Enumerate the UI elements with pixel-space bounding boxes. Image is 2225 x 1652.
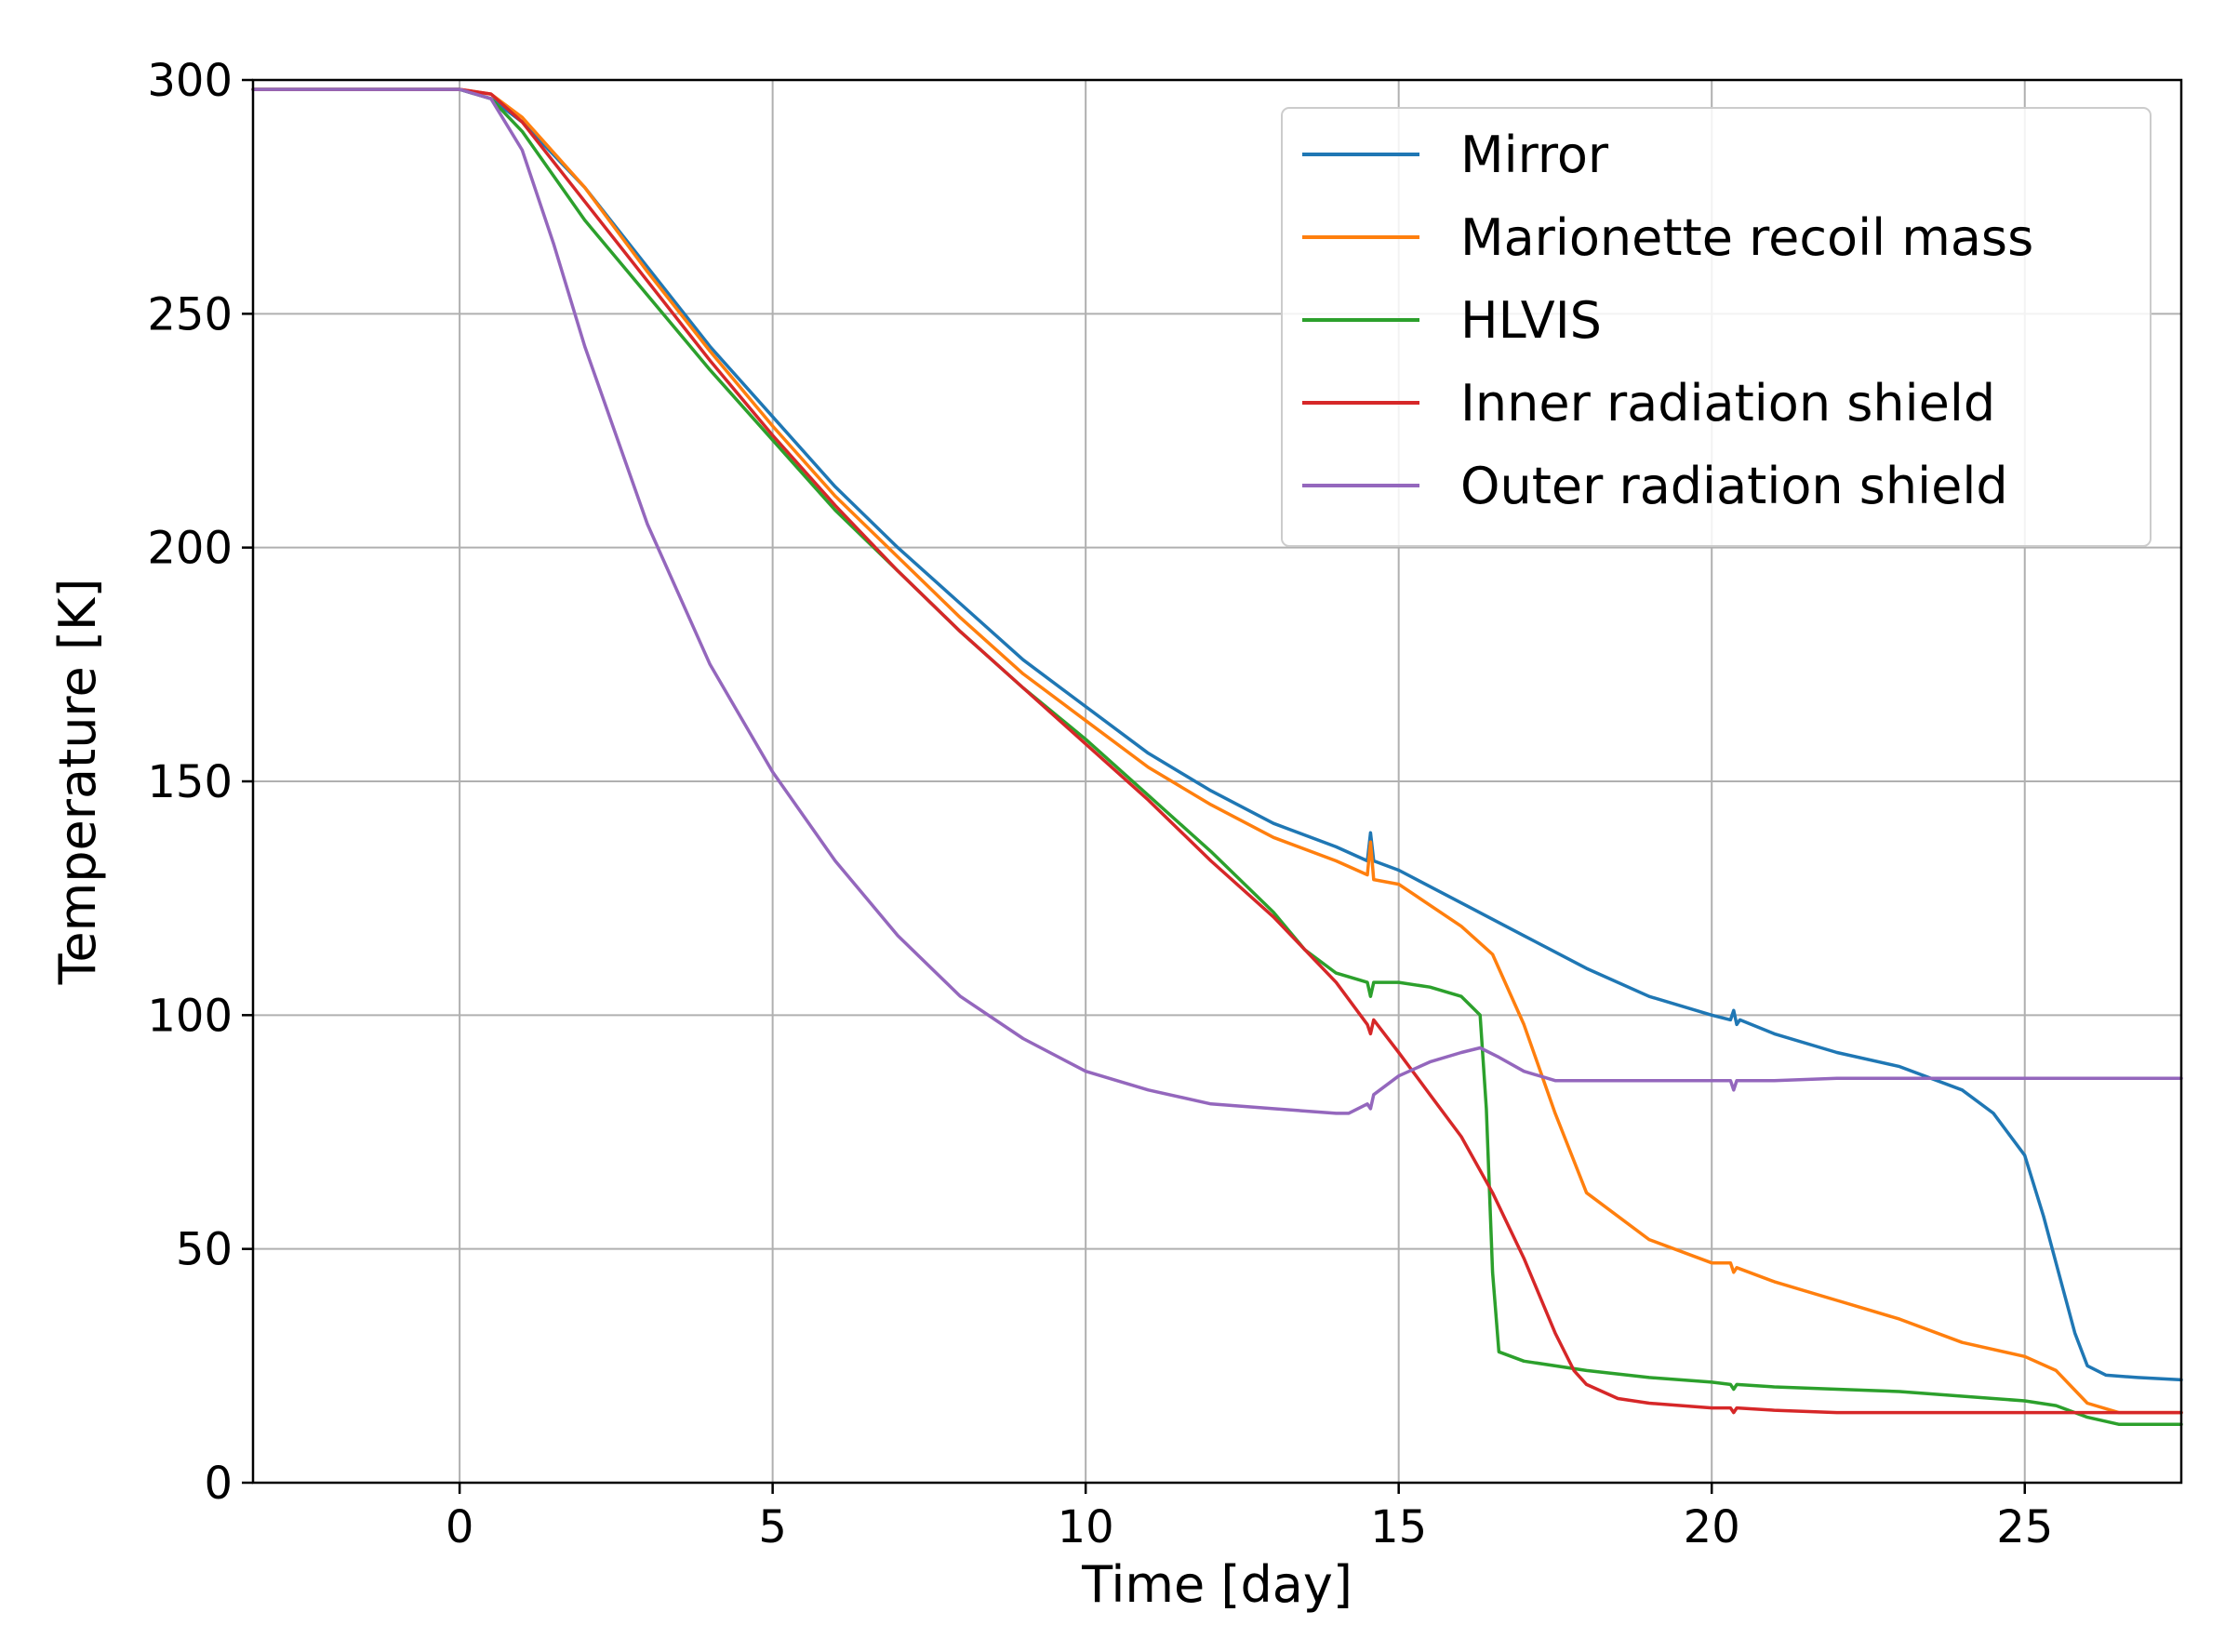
series-line-outer-radiation-shield	[251, 87, 2183, 1115]
legend-label-marionette-recoil-mass: Marionette recoil mass	[1460, 208, 2033, 267]
x-tick-label: 10	[1058, 1501, 1114, 1553]
x-tick-label: 25	[1996, 1501, 2053, 1553]
series-line-inner-radiation-shield	[251, 87, 2183, 1415]
x-axis-label: Time [day]	[1081, 1555, 1352, 1614]
y-tick-label: 250	[147, 288, 233, 340]
series-lines	[251, 87, 2183, 1426]
legend-box	[1281, 107, 2152, 547]
series-line-hlvis	[251, 87, 2183, 1426]
legend: Mirror Marionette recoil mass HLVIS Inner r…	[1281, 107, 2152, 547]
x-tick-label: 5	[758, 1501, 787, 1553]
y-tick-label: 150	[147, 756, 233, 808]
series-line-marionette-recoil-mass	[251, 87, 2183, 1415]
legend-label-inner-radiation-shield: Inner radiation shield	[1460, 374, 1995, 433]
y-tick-label: 200	[147, 523, 233, 575]
y-tick-label: 0	[204, 1458, 233, 1510]
y-tick-label: 300	[147, 55, 233, 107]
x-tick-label: 0	[446, 1501, 474, 1553]
series-line-mirror	[251, 87, 2183, 1382]
legend-label-outer-radiation-shield: Outer radiation shield	[1460, 457, 2008, 515]
x-tick-label: 15	[1370, 1501, 1427, 1553]
y-tick-label: 100	[147, 990, 233, 1042]
legend-label-mirror: Mirror	[1460, 126, 1609, 184]
y-tick-label: 50	[176, 1224, 233, 1276]
legend-label-hlvis: HLVIS	[1460, 291, 1602, 350]
x-tick-label: 20	[1684, 1501, 1740, 1553]
y-axis-label: Temperature [K]	[48, 579, 107, 986]
